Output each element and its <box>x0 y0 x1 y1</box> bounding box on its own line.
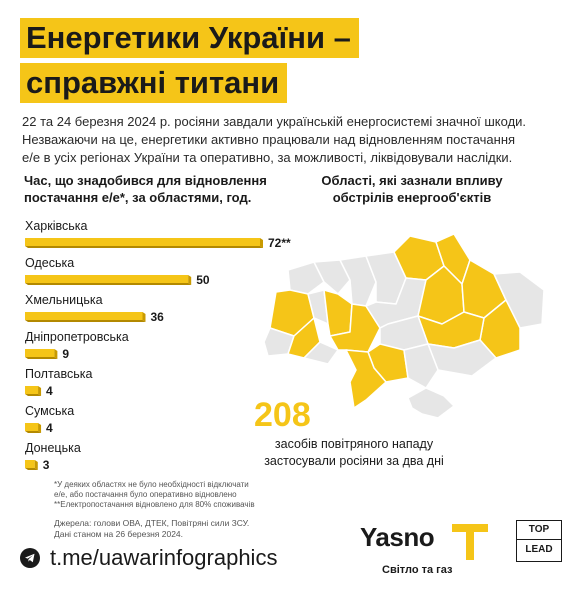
bar-6 <box>25 460 35 468</box>
intro-line-2: Незважаючи на це, енергетики активно пра… <box>22 132 516 147</box>
chart-heading: Час, що знадобився для відновлення поста… <box>24 172 284 206</box>
bar-base-3 <box>25 357 58 359</box>
bar-base-0 <box>25 246 263 248</box>
map-heading-line-1: Області, які зазнали впливу <box>321 173 503 188</box>
map-region-odesa <box>345 349 387 409</box>
bar-value-label: 9 <box>62 347 69 361</box>
bar-category-label: Хмельницька <box>25 293 103 307</box>
bar-shadow-0 <box>260 238 263 248</box>
bar-value-label: 4 <box>46 421 53 435</box>
title-block: Енергетики України – справжні титани <box>20 18 359 108</box>
intro-line-1: 22 та 24 березня 2024 р. росіяни завдали… <box>22 114 527 129</box>
bar-0 <box>25 238 260 246</box>
bar-value-label: 36 <box>151 310 165 324</box>
bar-value-label: 72** <box>268 236 291 250</box>
bar-shadow-2 <box>142 312 146 322</box>
brand-name: Yasno <box>360 522 435 552</box>
page-title-line-1: Енергетики України – <box>20 18 359 58</box>
telegram-link[interactable]: t.me/uawarinfographics <box>20 545 277 571</box>
bar-shadow-5 <box>38 423 42 433</box>
bar-category-label: Харківська <box>25 219 87 233</box>
bar-category-label: Донецька <box>25 441 81 455</box>
bar-value-label: 50 <box>196 273 210 287</box>
map-region-volyn <box>287 261 325 295</box>
map-heading: Області, які зазнали впливу обстрілів ен… <box>302 172 522 206</box>
bar-shadow-4 <box>38 386 42 396</box>
sources: Джерела: голови ОВА, ДТЕК, Повітряні сил… <box>54 518 274 540</box>
telegram-icon <box>20 548 40 568</box>
telegram-link-text[interactable]: t.me/uawarinfographics <box>50 545 278 570</box>
intro-paragraph: 22 та 24 березня 2024 р. росіяни завдали… <box>22 113 567 167</box>
bar-value-label: 4 <box>46 384 53 398</box>
brand-tagline: Світло та газ <box>382 564 453 576</box>
bar-value-label: 3 <box>43 458 50 470</box>
bar-shadow-1 <box>188 275 192 285</box>
bar-5 <box>25 423 39 431</box>
restoration-time-bar-chart: Харківська 72** Одеська 50 Хмельницька 36 Дніп… <box>25 219 291 470</box>
top-lead-bottom: LEAD <box>525 544 553 555</box>
map-region-kherson <box>403 343 439 389</box>
bar-base-6 <box>25 468 38 470</box>
bar-base-1 <box>25 283 192 285</box>
sources-line-1: Джерела: голови ОВА, ДТЕК, Повітряні сил… <box>54 518 250 528</box>
top-lead-logo: TOP LEAD <box>516 520 562 562</box>
bar-shadow-3 <box>54 349 58 359</box>
footnote-line-2: е/е, або постачання було оперативно відн… <box>54 490 237 499</box>
bar-base-4 <box>25 394 42 396</box>
yasno-logo-icon <box>452 524 488 560</box>
map-region-crimea <box>407 387 455 419</box>
top-lead-top: TOP <box>517 521 561 540</box>
attack-caption-line-1: засобів повітряного нападу <box>274 437 434 451</box>
bar-shadow-6 <box>34 460 38 470</box>
yasno-brand: Yasno Світло та газ <box>360 522 500 576</box>
chart-heading-line-2: постачання е/е*, за областями, год. <box>24 190 252 205</box>
map-region-khmelnytskyi <box>323 289 353 337</box>
page-title-line-2: справжні титани <box>20 63 288 103</box>
ukraine-map <box>263 233 545 419</box>
bar-category-label: Полтавська <box>25 367 92 381</box>
sources-line-2: Дані станом на 26 березня 2024. <box>54 529 184 539</box>
footnote-line-3: **Електропостачання відновлено для 80% с… <box>54 500 255 509</box>
chart-heading-line-1: Час, що знадобився для відновлення <box>24 173 267 188</box>
footnote-line-1: *У деяких областях не було необхідності … <box>54 480 249 489</box>
attack-caption-line-2: застосували росіяни за два дні <box>264 454 444 468</box>
bar-category-label: Одеська <box>25 256 74 270</box>
map-heading-line-2: обстрілів енергооб'єктів <box>332 190 492 205</box>
intro-line-3: е/е в усіх регіонах України та оперативн… <box>22 150 513 165</box>
bar-1 <box>25 275 189 283</box>
bar-3 <box>25 349 55 357</box>
footnote: *У деяких областях не було необхідності … <box>54 480 274 510</box>
bar-category-label: Дніпропетровська <box>25 330 129 344</box>
bar-4 <box>25 386 39 394</box>
attack-count-caption: засобів повітряного нападу застосували р… <box>254 436 454 470</box>
attack-count: 208 <box>254 396 311 434</box>
bar-base-5 <box>25 431 42 433</box>
bar-2 <box>25 312 143 320</box>
bar-base-2 <box>25 320 146 322</box>
bar-category-label: Сумська <box>25 404 74 418</box>
